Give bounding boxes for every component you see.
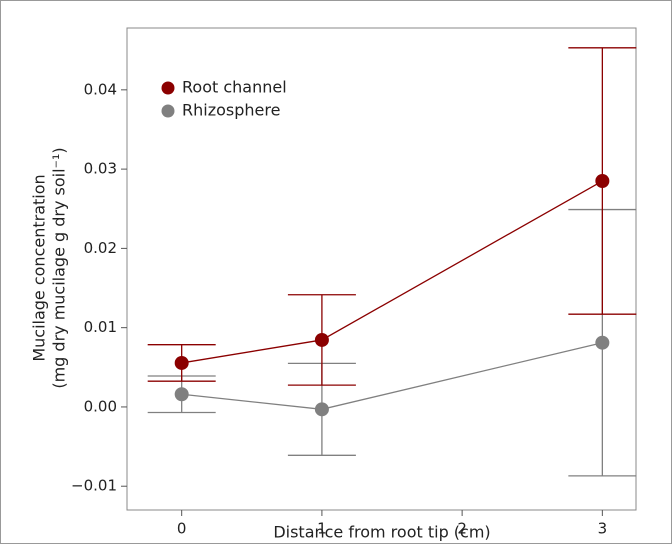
x-axis-label: Distance from root tip (cm) <box>273 523 490 542</box>
data-point <box>174 387 189 402</box>
x-tick-label: 3 <box>598 520 608 538</box>
data-point <box>595 174 610 189</box>
data-point <box>314 402 329 417</box>
y-axis-label: (mg dry mucilage g dry soil⁻¹) <box>50 147 69 388</box>
y-tick-label: −0.01 <box>71 477 117 495</box>
y-axis-label: Mucilage concentration <box>30 174 49 361</box>
y-tick-label: 0.00 <box>84 397 117 415</box>
y-tick-label: 0.01 <box>84 318 117 336</box>
legend-marker <box>161 104 175 118</box>
x-tick-label: 0 <box>177 520 187 538</box>
y-tick-label: 0.03 <box>84 160 117 178</box>
legend-label: Root channel <box>182 78 287 97</box>
data-point <box>174 355 189 370</box>
data-point <box>314 332 329 347</box>
y-tick-label: 0.04 <box>84 80 117 98</box>
legend-marker <box>161 81 175 95</box>
legend-label: Rhizosphere <box>182 101 280 120</box>
y-tick-label: 0.02 <box>84 239 117 257</box>
x-tick-label: 1 <box>317 520 327 538</box>
data-point <box>595 335 610 350</box>
plot-frame <box>126 27 637 511</box>
x-tick-label: 2 <box>457 520 467 538</box>
